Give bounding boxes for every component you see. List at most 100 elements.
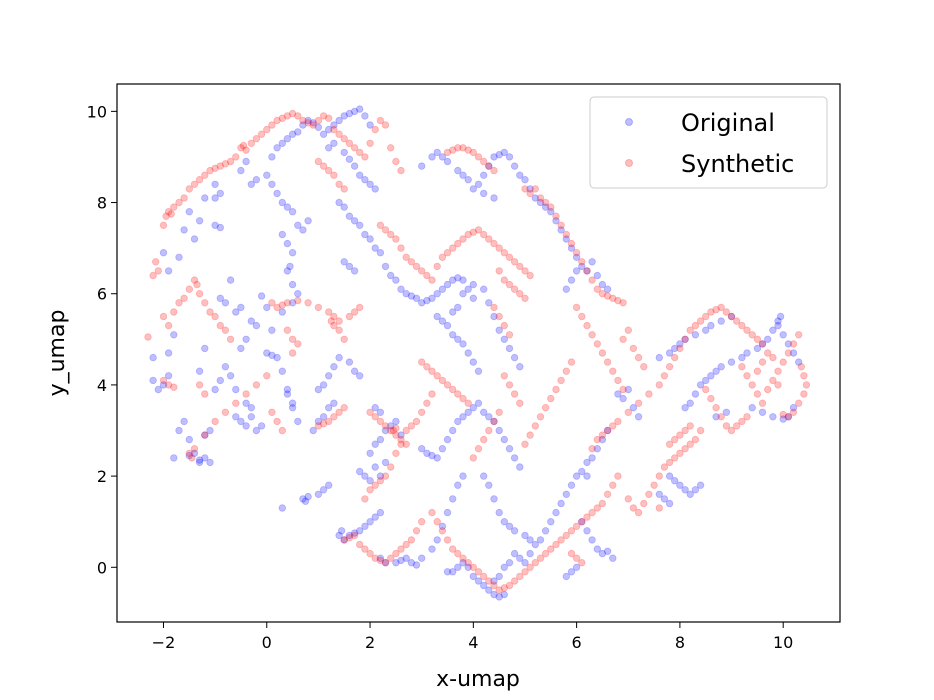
data-point-synthetic	[159, 221, 168, 229]
data-point-original	[304, 492, 312, 501]
data-point-synthetic	[407, 422, 416, 430]
data-point-synthetic	[252, 134, 261, 143]
data-point-original	[288, 130, 297, 138]
data-point-original	[495, 593, 503, 601]
data-point-synthetic	[500, 276, 508, 284]
data-point-original	[309, 119, 317, 127]
data-point-synthetic	[288, 349, 297, 357]
data-point-synthetic	[175, 299, 183, 307]
data-point-synthetic	[485, 426, 493, 435]
data-point-synthetic	[350, 531, 359, 540]
data-point-original	[588, 454, 596, 462]
data-point-synthetic	[536, 554, 545, 562]
data-point-synthetic	[634, 399, 643, 407]
data-point-synthetic	[283, 299, 292, 307]
data-point-original	[495, 508, 503, 517]
data-point-original	[449, 308, 457, 316]
data-point-original	[572, 267, 581, 275]
data-point-original	[655, 353, 663, 362]
data-point-synthetic	[263, 125, 271, 134]
data-point-synthetic	[428, 508, 436, 517]
data-point-synthetic	[423, 399, 431, 407]
data-point-synthetic	[387, 144, 395, 152]
data-point-original	[567, 276, 576, 284]
data-point-synthetic	[392, 431, 400, 439]
data-point-original	[485, 586, 493, 594]
data-point-synthetic	[598, 290, 607, 298]
data-point-original	[356, 221, 364, 229]
data-point-original	[505, 445, 514, 453]
data-point-original	[294, 128, 302, 136]
data-point-original	[361, 175, 369, 184]
data-point-original	[335, 353, 343, 362]
data-point-synthetic	[557, 536, 565, 544]
data-point-original	[459, 276, 467, 284]
data-point-synthetic	[392, 235, 400, 243]
data-point-original	[301, 497, 310, 505]
data-point-original	[691, 331, 700, 339]
data-point-original	[206, 458, 214, 467]
data-point-original	[665, 499, 674, 508]
data-point-original	[634, 413, 643, 421]
data-point-original	[454, 481, 462, 489]
data-point-synthetic	[257, 130, 266, 138]
data-point-original	[433, 312, 441, 321]
data-point-synthetic	[712, 404, 720, 412]
data-point-original	[190, 449, 199, 457]
data-point-original	[376, 508, 385, 517]
data-point-original	[371, 244, 379, 252]
data-point-original	[361, 522, 369, 530]
data-point-synthetic	[443, 248, 452, 257]
data-point-original	[376, 554, 385, 562]
data-point-synthetic	[593, 285, 601, 293]
data-point-original	[268, 351, 276, 359]
data-point-original	[469, 185, 477, 193]
data-point-synthetic	[722, 422, 731, 430]
data-point-original	[418, 445, 426, 453]
data-point-original	[521, 175, 529, 184]
data-point-original	[521, 531, 529, 540]
data-point-original	[557, 499, 565, 508]
data-point-synthetic	[376, 221, 385, 229]
data-point-original	[371, 463, 379, 471]
data-point-original	[691, 390, 700, 398]
data-point-synthetic	[660, 463, 669, 471]
data-point-original	[510, 549, 519, 558]
data-point-original	[531, 540, 539, 549]
data-point-synthetic	[216, 162, 224, 170]
data-point-synthetic	[330, 413, 338, 421]
data-point-synthetic	[149, 271, 157, 280]
data-point-synthetic	[407, 536, 416, 544]
data-point-original	[469, 280, 477, 289]
data-point-synthetic	[619, 299, 627, 307]
data-point-synthetic	[164, 381, 173, 389]
data-point-original	[366, 518, 374, 526]
data-point-original	[154, 385, 162, 394]
data-point-original	[319, 486, 328, 494]
legend-marker-original	[625, 118, 633, 126]
data-point-synthetic	[614, 296, 622, 305]
data-point-synthetic	[340, 134, 348, 143]
data-point-synthetic	[273, 303, 281, 312]
data-point-original	[583, 527, 591, 535]
data-point-synthetic	[185, 185, 193, 193]
data-point-synthetic	[283, 326, 292, 334]
data-point-original	[221, 299, 230, 307]
data-point-original	[696, 481, 705, 489]
data-point-synthetic	[454, 390, 462, 398]
data-point-synthetic	[753, 367, 762, 375]
data-point-original	[784, 413, 793, 421]
data-point-original	[247, 404, 255, 412]
data-point-original	[299, 226, 307, 234]
data-point-original	[397, 285, 405, 293]
data-point-synthetic	[314, 422, 323, 430]
data-point-original	[469, 572, 477, 581]
data-point-original	[552, 217, 560, 225]
data-point-synthetic	[376, 477, 385, 485]
data-point-synthetic	[779, 358, 787, 366]
data-point-synthetic	[797, 363, 805, 371]
data-point-synthetic	[505, 253, 514, 261]
data-point-synthetic	[356, 540, 364, 549]
data-point-synthetic	[707, 308, 715, 316]
data-point-original	[376, 248, 385, 257]
